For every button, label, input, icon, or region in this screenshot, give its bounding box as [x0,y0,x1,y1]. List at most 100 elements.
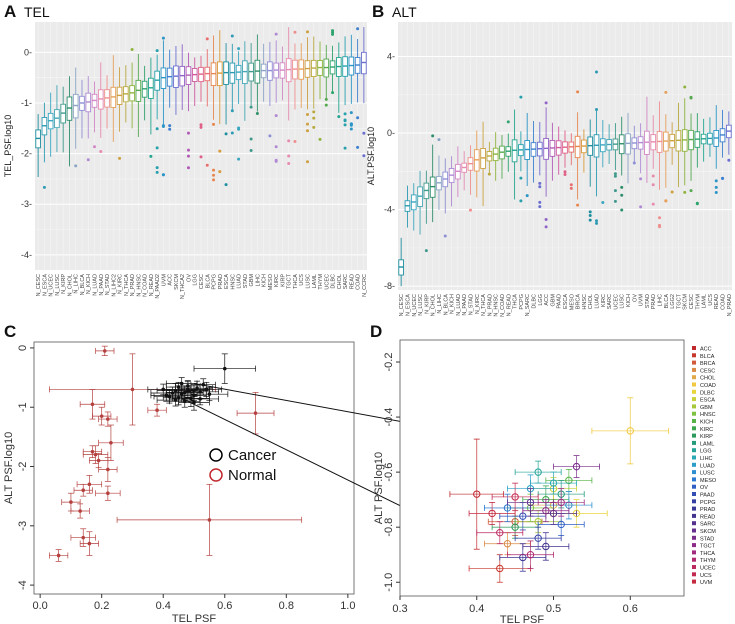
legend-marker [209,468,223,482]
y-tick-label: 0 [17,345,29,351]
box-outlier [199,123,203,127]
data-point-read [542,542,550,551]
data-point-normal [56,553,61,558]
y-tick-label: -0.8 [383,518,395,537]
box-outlier [249,137,253,141]
box-outlier [525,194,529,198]
data-point-normal [96,458,101,463]
data-point-cancer [192,388,196,393]
x-tick-label: COAD [721,294,727,310]
box-outlier [305,30,309,34]
box-outlier [714,190,718,194]
x-tick-label: GBM [249,274,255,287]
box-outlier [689,189,693,193]
x-tick-label: MESO [569,293,575,310]
box-outlier [224,132,228,136]
legend-label: UVM [700,580,713,586]
box-outlier [305,113,309,117]
box-outlier [161,124,165,128]
panel-a-title: TEL [24,4,50,20]
y-axis-label: ALT PSF.log10 [373,452,385,524]
legend-label: KICH [700,420,713,426]
box-outlier [683,190,687,194]
box-outlier [331,91,335,95]
y-tick-label: -0.2 [383,353,395,372]
box-outlier [613,174,617,178]
box-outlier [293,140,297,144]
box-outlier [155,146,159,150]
x-tick-label: ACC [544,294,550,306]
box-outlier [544,101,548,105]
box-outlier [324,103,328,107]
x-tick-label: SARC [343,274,349,289]
box-outlier [569,186,573,190]
x-tick-label: READ [349,274,355,289]
data-point-cancer [207,392,212,396]
x-tick-label: LIHC [658,294,664,307]
x-tick-label: 0.4 [469,603,484,615]
box-outlier [255,112,259,116]
box-outlier [588,213,592,217]
x-tick-label: 0.3 [392,603,407,615]
x-tick-label: STAD [243,274,249,288]
x-tick-label: THCA [513,294,519,309]
x-tick-label: N_UCEC [412,294,418,317]
legend-label: LAML [700,441,714,447]
box-outlier [274,159,278,163]
panel-C: 0.0 0.2 0.4 0.6 0.8 1.0 0 -1 -2 -3 -4 TEL PSF ALT PS… [3,341,355,624]
box-outlier [168,127,172,131]
x-tick-label: HNSC [230,274,236,290]
box-outlier [519,95,523,99]
x-tick-label: N_LUAD [456,294,462,316]
legend-swatch [692,346,696,350]
x-tick-label: N_PRAD [487,294,493,316]
x-tick-label: N_PRAD [727,294,733,316]
legend-swatch [692,397,696,402]
data-point-normal [106,467,110,472]
box-outlier [212,168,216,172]
box-outlier [293,30,297,34]
box-outlier [362,131,366,135]
legend-label: LIHC [700,456,713,462]
data-point-normal [130,387,135,392]
x-tick-label: N_READ [506,294,512,316]
box-outlier [318,137,322,141]
x-tick-label: N_READ [149,274,155,296]
legend-label: OV [700,485,708,491]
box-outlier [576,203,580,207]
x-tick-label: GBM [550,294,556,307]
box-outlier [218,149,222,153]
x-tick-label: CHOL [337,274,343,289]
box-outlier [349,122,353,126]
box-outlier [155,166,159,170]
data-point-cancer [222,366,227,371]
legend-swatch [692,426,696,431]
x-axis-label: TEL PSF [500,614,544,624]
data-point-normal [81,488,86,493]
data-point-normal [81,535,86,540]
x-tick-label: N_COAD [143,274,149,297]
y-tick-label: -0.6 [383,463,395,482]
y-tick-label: -0.4 [383,408,395,427]
x-tick-label: TGCT [676,293,682,309]
box-outlier [74,164,78,168]
data-point-normal [90,449,95,454]
panel-letter-b: B [372,2,385,21]
box-outlier [343,146,347,150]
box-outlier [274,32,278,36]
box-outlier [230,109,234,113]
x-tick-label: PRAD [218,274,224,289]
x-tick-label: CESC [689,294,695,309]
y-tick-label: -1 [17,402,29,412]
data-point-normal [90,402,95,407]
box-outlier [538,205,542,209]
x-tick-label: N_LUAD [93,274,99,296]
panel-letter-c: C [4,322,17,341]
x-tick-label: LGG2 [670,294,676,309]
box-outlier [727,158,731,162]
legend-label: COAD [700,383,716,389]
x-tick-label: BLCA [664,294,670,309]
x-tick-label: DLBC [531,294,537,309]
x-tick-label: UVM [161,274,167,287]
box-outlier [343,123,347,127]
